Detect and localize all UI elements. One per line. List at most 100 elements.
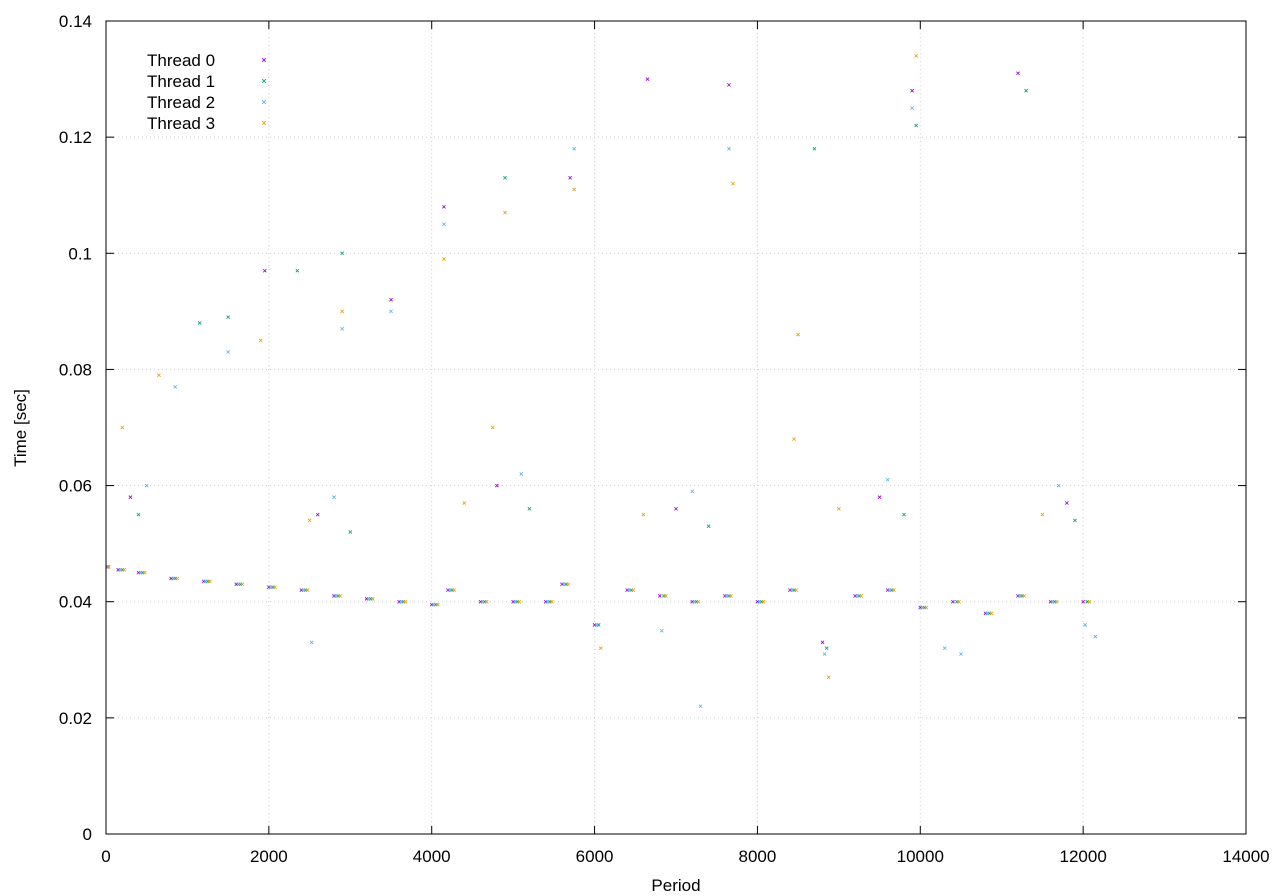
data-point [332, 495, 336, 500]
data-point [309, 640, 314, 645]
data-point [340, 326, 345, 331]
series-0 [105, 71, 1086, 645]
data-point [887, 588, 892, 592]
data-point [142, 570, 147, 575]
tick-labels: 0 2000 4000 6000 8000 10000 12000 14000 0 0.02 0.0… [59, 12, 1270, 866]
data-point [122, 567, 127, 572]
data-point [920, 605, 925, 610]
legend-marker [261, 120, 267, 126]
data-point [1087, 599, 1092, 604]
data-point [796, 332, 801, 337]
data-point [790, 588, 794, 592]
data-point [442, 222, 446, 227]
data-point [513, 599, 518, 604]
data-point [1016, 71, 1020, 76]
legend: Thread 0 Thread 1 Thread 2 Thread 3 [147, 51, 267, 133]
data-point [891, 588, 896, 592]
data-point [572, 146, 577, 151]
data-point [562, 582, 566, 587]
data-point [761, 599, 766, 604]
data-point [657, 594, 662, 598]
data-point [727, 146, 731, 151]
data-point [403, 599, 408, 604]
data-point [859, 594, 864, 598]
data-point [315, 512, 320, 517]
data-point [171, 576, 176, 581]
data-point [452, 588, 456, 592]
data-point [494, 483, 499, 488]
data-point [366, 596, 371, 601]
data-point [389, 297, 393, 302]
data-point [301, 588, 306, 592]
y-tick-label: 0.08 [59, 360, 92, 379]
data-point [338, 594, 342, 598]
data-point [698, 704, 703, 709]
x-tick-label: 10000 [897, 847, 944, 866]
data-point [820, 640, 825, 645]
y-tick-label: 0.1 [68, 244, 92, 263]
data-point [334, 594, 338, 598]
data-point [663, 594, 668, 598]
data-point [144, 483, 149, 488]
data-point [138, 570, 143, 575]
data-point [1064, 501, 1069, 505]
data-point [566, 582, 570, 587]
data-point [1073, 518, 1077, 523]
data-point [106, 564, 111, 569]
data-point [273, 585, 277, 590]
series-2 [106, 106, 1098, 709]
data-point [262, 268, 267, 273]
data-point [696, 599, 701, 604]
data-point [399, 599, 404, 604]
y-axis-title: Time [sec] [11, 389, 30, 467]
data-point [822, 652, 827, 656]
data-point [503, 210, 507, 215]
legend-marker [261, 99, 267, 105]
data-point [197, 321, 202, 325]
data-point [914, 123, 919, 128]
data-point [545, 599, 550, 604]
data-point [240, 582, 245, 587]
y-tick-label: 0.14 [59, 12, 92, 31]
data-point [258, 338, 263, 343]
data-point [950, 599, 955, 604]
legend-label: Thread 1 [147, 72, 215, 91]
data-point [527, 506, 532, 511]
data-point [136, 512, 141, 517]
grid-lines [106, 21, 1246, 834]
data-point [490, 425, 495, 430]
data-point [594, 623, 599, 627]
data-point [295, 268, 300, 273]
data-point [1081, 599, 1086, 604]
data-point [442, 257, 446, 261]
data-point [824, 646, 829, 651]
data-point [1093, 634, 1098, 639]
data-point [307, 518, 312, 523]
y-tick-label: 0.02 [59, 709, 92, 728]
data-points [105, 53, 1098, 709]
data-point [598, 646, 603, 651]
data-point [340, 309, 345, 314]
data-point [549, 599, 554, 604]
data-point [757, 599, 762, 604]
x-tick-label: 0 [101, 847, 110, 866]
data-point [572, 187, 577, 192]
data-point [885, 477, 890, 482]
data-point [118, 567, 123, 572]
data-point [503, 175, 507, 180]
data-point [431, 602, 436, 607]
data-point [985, 611, 990, 616]
legend-label: Thread 3 [147, 114, 215, 133]
data-point [914, 53, 919, 58]
data-point [448, 588, 452, 592]
plot-frame [105, 20, 1247, 835]
data-point [157, 373, 161, 378]
data-point [631, 588, 636, 592]
data-point [659, 628, 664, 633]
data-point [1054, 599, 1059, 604]
axis-ticks [105, 20, 1247, 835]
data-point [729, 594, 733, 598]
data-point [207, 579, 212, 584]
data-point [173, 384, 178, 389]
data-point [106, 564, 110, 569]
